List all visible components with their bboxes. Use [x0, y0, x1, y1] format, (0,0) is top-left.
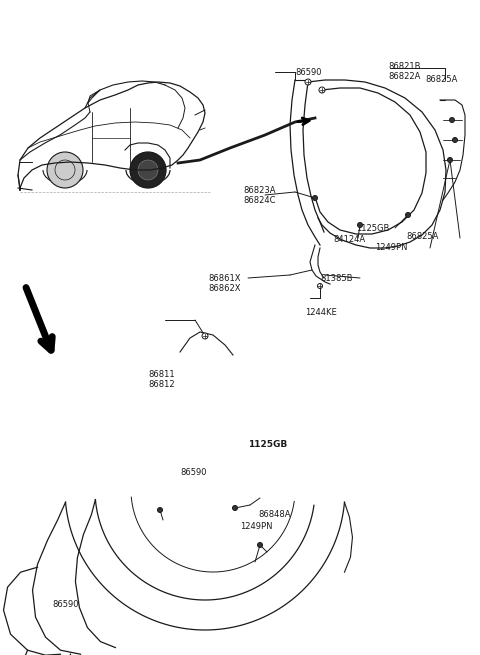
Text: 1125GB: 1125GB: [248, 440, 287, 449]
Circle shape: [447, 157, 453, 162]
Circle shape: [312, 195, 317, 200]
Text: 86848A: 86848A: [258, 510, 290, 519]
Circle shape: [232, 506, 238, 510]
Circle shape: [157, 508, 163, 512]
Circle shape: [449, 117, 455, 122]
Text: 86861X
86862X: 86861X 86862X: [208, 274, 240, 293]
Text: 1249PN: 1249PN: [375, 243, 408, 252]
Circle shape: [202, 333, 208, 339]
Circle shape: [453, 138, 457, 143]
Text: 86821B
86822A: 86821B 86822A: [388, 62, 420, 81]
Circle shape: [257, 542, 263, 548]
Circle shape: [319, 87, 325, 93]
Text: 1249PN: 1249PN: [240, 522, 273, 531]
Text: 1125GB: 1125GB: [356, 224, 389, 233]
Circle shape: [130, 152, 166, 188]
Circle shape: [406, 212, 410, 217]
Circle shape: [305, 79, 311, 85]
Text: 81385B: 81385B: [320, 274, 352, 283]
Text: 86590: 86590: [295, 68, 322, 77]
Text: 86811
86812: 86811 86812: [148, 370, 175, 390]
Text: 86590: 86590: [52, 600, 79, 609]
Text: 86590: 86590: [180, 468, 206, 477]
Circle shape: [138, 160, 158, 180]
Circle shape: [47, 152, 83, 188]
Text: 86823A
86824C: 86823A 86824C: [243, 186, 276, 206]
Text: 1244KE: 1244KE: [305, 308, 337, 317]
Circle shape: [358, 223, 362, 227]
Text: 84124A: 84124A: [333, 235, 365, 244]
Circle shape: [317, 284, 323, 288]
Text: 86825A: 86825A: [406, 232, 438, 241]
Text: 86825A: 86825A: [425, 75, 457, 84]
